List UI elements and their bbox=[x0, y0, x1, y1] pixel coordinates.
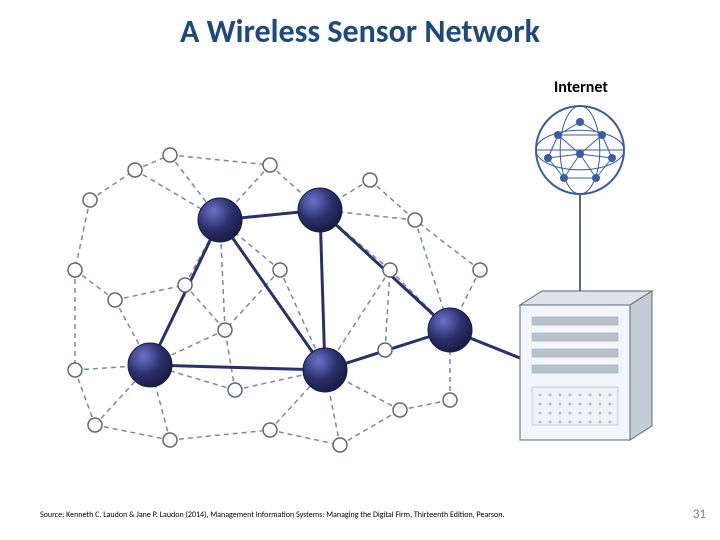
sensor-node bbox=[363, 173, 377, 187]
sensor-node bbox=[408, 213, 422, 227]
globe-mesh-node bbox=[544, 154, 552, 162]
sensor-node bbox=[378, 343, 392, 357]
server-vent bbox=[532, 387, 618, 425]
globe-mesh-node bbox=[554, 131, 562, 139]
sensor-link bbox=[370, 180, 415, 220]
sensor-node bbox=[473, 263, 487, 277]
hub-node bbox=[128, 343, 172, 387]
sensor-node bbox=[263, 158, 277, 172]
sensor-node bbox=[178, 278, 192, 292]
globe-mesh-node bbox=[592, 174, 600, 182]
sensor-link bbox=[170, 430, 270, 440]
sensor-node bbox=[108, 293, 122, 307]
slide-title: A Wireless Sensor Network bbox=[0, 12, 720, 51]
server-slot bbox=[532, 349, 618, 357]
sensor-link bbox=[340, 410, 400, 445]
sensor-link bbox=[90, 170, 135, 200]
sensor-node bbox=[273, 263, 287, 277]
hub-node bbox=[198, 198, 242, 242]
sensor-link bbox=[225, 270, 280, 330]
sensor-node bbox=[163, 148, 177, 162]
hub-node bbox=[298, 188, 342, 232]
sensor-link bbox=[185, 285, 225, 330]
sensor-link bbox=[75, 200, 90, 270]
server-slot bbox=[532, 333, 618, 341]
server-slot bbox=[532, 365, 618, 373]
sensor-node bbox=[128, 163, 142, 177]
sensor-node bbox=[83, 193, 97, 207]
hub-node bbox=[303, 348, 347, 392]
sensor-node bbox=[228, 383, 242, 397]
sensor-link bbox=[270, 430, 340, 445]
hub-link bbox=[220, 220, 325, 370]
sensor-link bbox=[170, 155, 270, 165]
source-citation: Source: Kenneth C. Laudon & Jane P. Laud… bbox=[40, 510, 640, 520]
sensor-node bbox=[68, 363, 82, 377]
globe-mesh-node bbox=[576, 150, 584, 158]
globe-mesh-node bbox=[560, 174, 568, 182]
server-slot bbox=[532, 317, 618, 325]
sensor-link bbox=[225, 330, 235, 390]
hub-node bbox=[428, 308, 472, 352]
wsn-diagram bbox=[20, 70, 700, 490]
server-icon bbox=[520, 291, 652, 440]
sensor-node bbox=[393, 403, 407, 417]
globe-mesh-node bbox=[598, 131, 606, 139]
sensor-node bbox=[163, 433, 177, 447]
sensor-link bbox=[75, 370, 95, 425]
hub-link bbox=[320, 210, 325, 370]
sensor-node bbox=[333, 438, 347, 452]
sensor-node bbox=[218, 323, 232, 337]
sensor-node bbox=[383, 263, 397, 277]
page-number: 31 bbox=[693, 507, 706, 522]
sensor-link bbox=[115, 285, 185, 300]
sensor-node bbox=[263, 423, 277, 437]
sensor-link bbox=[415, 220, 480, 270]
globe-mesh-node bbox=[608, 154, 616, 162]
sensor-node bbox=[68, 263, 82, 277]
hub-link bbox=[150, 365, 325, 370]
globe-mesh-node bbox=[576, 118, 584, 126]
sensor-link bbox=[95, 425, 170, 440]
sensor-node bbox=[443, 393, 457, 407]
sensor-node bbox=[88, 418, 102, 432]
sensor-link bbox=[385, 270, 390, 350]
